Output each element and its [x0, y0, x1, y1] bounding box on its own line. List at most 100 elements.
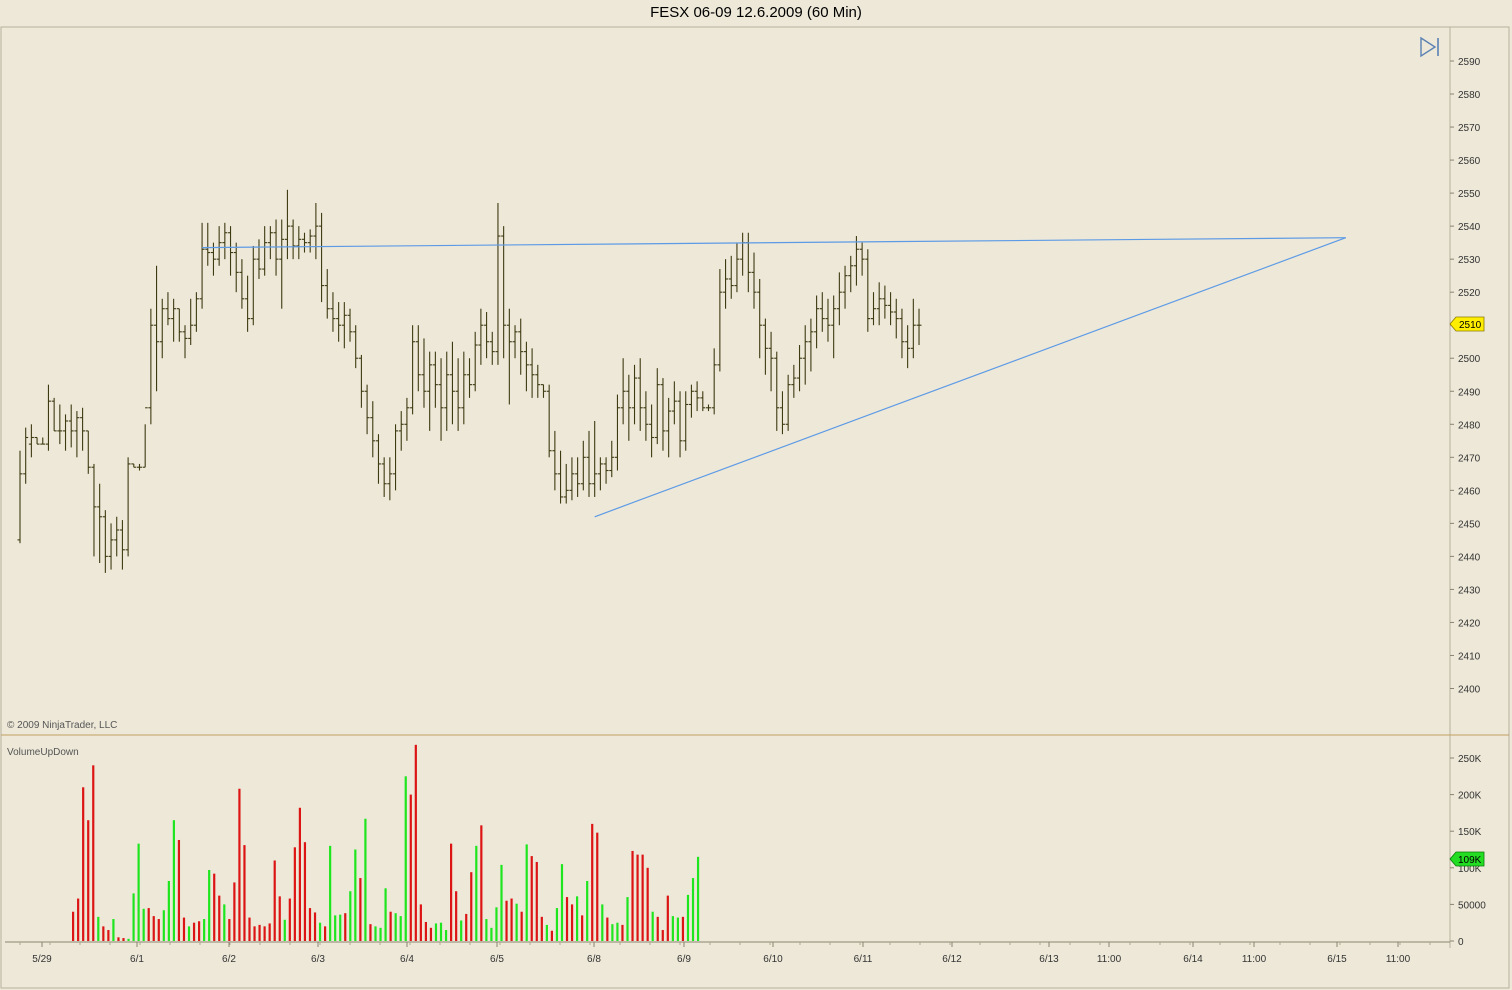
- price-tick-label: 2410: [1458, 651, 1481, 662]
- ohlc-bar: [432, 351, 438, 408]
- ohlc-bar: [165, 292, 171, 326]
- volume-bar: [208, 869, 211, 941]
- ohlc-bar: [472, 331, 478, 392]
- ohlc-bar: [210, 242, 216, 276]
- volume-bar: [364, 818, 367, 941]
- ohlc-bar: [717, 269, 723, 372]
- volume-bar: [203, 919, 206, 941]
- volume-bar: [303, 842, 307, 941]
- ohlc-bar: [131, 463, 137, 468]
- time-tick-label: 11:00: [1386, 954, 1411, 965]
- volume-bar: [334, 915, 337, 941]
- price-tick-label: 2550: [1458, 189, 1481, 200]
- ohlc-bar: [603, 457, 609, 484]
- volume-tick-label: 250K: [1458, 754, 1482, 765]
- volume-bar: [324, 926, 327, 941]
- ohlc-bar: [467, 358, 473, 398]
- ohlc-bar: [97, 483, 103, 563]
- volume-bar: [147, 908, 150, 941]
- volume-bar: [656, 916, 659, 941]
- time-tick-label: 6/14: [1183, 954, 1203, 965]
- volume-bar: [485, 919, 488, 941]
- ohlc-bar: [438, 358, 444, 441]
- time-tick-label: 6/1: [130, 954, 144, 965]
- ohlc-bar: [512, 325, 518, 359]
- ohlc-bar: [899, 308, 905, 359]
- ohlc-bar: [336, 302, 342, 342]
- volume-bar: [641, 854, 644, 941]
- ohlc-bar: [91, 463, 97, 557]
- play-to-end-icon[interactable]: [1420, 36, 1439, 58]
- ohlc-bar: [444, 351, 450, 431]
- ohlc-bar: [876, 282, 882, 326]
- ohlc-bar: [296, 226, 302, 260]
- ohlc-bar: [489, 331, 495, 365]
- ohlc-bar: [848, 255, 854, 293]
- ohlc-bar: [671, 381, 677, 425]
- ohlc-bar: [222, 222, 228, 260]
- volume-bar: [187, 926, 191, 941]
- ohlc-bar: [586, 430, 592, 497]
- trendline-support[interactable]: [594, 237, 1346, 518]
- price-tick-label: 2440: [1458, 552, 1481, 563]
- ohlc-bar: [660, 378, 666, 451]
- volume-bar: [570, 904, 574, 941]
- ohlc-bar: [506, 308, 512, 405]
- ohlc-bar: [63, 414, 69, 451]
- volume-bar: [268, 923, 271, 941]
- ohlc-bar: [700, 391, 706, 412]
- ohlc-bar: [484, 312, 490, 359]
- ohlc-bar: [461, 351, 467, 425]
- volume-bar: [500, 864, 503, 941]
- volume-bar: [681, 916, 685, 941]
- volume-bar: [666, 895, 669, 941]
- volume-bar: [349, 891, 352, 941]
- volume-bar: [611, 924, 614, 941]
- volume-bar: [591, 823, 594, 941]
- volume-bar: [293, 847, 296, 941]
- ohlc-bar: [142, 407, 148, 468]
- price-tick-label: 2540: [1458, 222, 1481, 233]
- time-tick-label: 6/8: [587, 954, 601, 965]
- ohlc-bar: [45, 384, 51, 451]
- volume-bar: [505, 900, 508, 941]
- price-bars-group: [17, 189, 922, 573]
- ohlc-bar: [546, 384, 552, 458]
- volume-bar: [339, 914, 342, 941]
- ohlc-bar: [375, 434, 381, 484]
- volume-tick-label: 100K: [1458, 864, 1482, 875]
- volume-bar: [444, 930, 448, 941]
- volume-bar: [434, 923, 438, 941]
- volume-bar: [102, 926, 105, 941]
- volume-bar: [157, 919, 160, 941]
- ohlc-bar: [916, 308, 922, 346]
- ohlc-bar: [614, 394, 620, 471]
- ohlc-bar: [51, 397, 57, 432]
- trendline-resistance[interactable]: [202, 237, 1346, 249]
- volume-bar: [117, 937, 120, 941]
- ohlc-bar: [262, 226, 268, 276]
- ohlc-bar: [410, 325, 416, 415]
- ohlc-bar: [757, 278, 763, 359]
- ohlc-bar: [575, 457, 581, 497]
- ohlc-bar: [871, 292, 876, 326]
- ohlc-bar: [705, 404, 711, 412]
- ohlc-bar: [552, 430, 558, 491]
- ohlc-bar: [683, 391, 689, 451]
- time-tick-label: 6/5: [490, 954, 504, 965]
- ohlc-bar: [831, 295, 837, 359]
- ohlc-bar: [734, 242, 740, 293]
- volume-bar: [450, 843, 453, 941]
- time-tick-label: 5/29: [32, 954, 52, 965]
- current-price-tag-text: 2510: [1459, 320, 1482, 331]
- ohlc-bar: [171, 298, 177, 342]
- ohlc-bar: [279, 219, 285, 309]
- ohlc-bar: [114, 516, 120, 557]
- trendlines-group[interactable]: [202, 237, 1346, 518]
- volume-bar: [686, 894, 690, 941]
- ohlc-bar: [302, 232, 307, 253]
- volume-bar: [560, 864, 564, 941]
- ohlc-bar: [825, 298, 831, 342]
- volume-bar: [258, 924, 261, 941]
